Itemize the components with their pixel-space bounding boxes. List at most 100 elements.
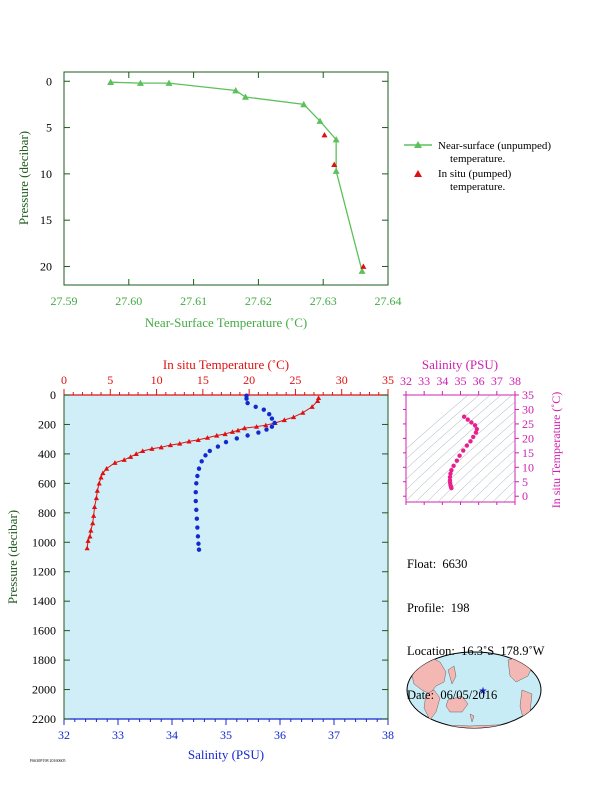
salinity-profile-point <box>244 396 249 401</box>
profile-bottom-axis-label: Salinity (PSU) <box>188 747 264 762</box>
unpumped-temperature-point <box>332 136 340 143</box>
density-contour <box>415 411 515 502</box>
salinity-profile-point <box>203 453 208 458</box>
ts-x-tick-label: 38 <box>509 374 521 388</box>
salinity-bottom-tick-label: 36 <box>274 728 286 742</box>
top-x-tick-label: 27.64 <box>375 294 402 308</box>
temperature-top-tick-label: 10 <box>151 373 163 387</box>
ts-x-tick-label: 37 <box>491 374 503 388</box>
temperature-profile-point <box>140 448 146 454</box>
temperature-profile-point <box>177 441 183 446</box>
ts-y-tick-label: 15 <box>522 446 534 460</box>
temperature-profile-point <box>103 466 110 471</box>
ts-y-axis-label: In situ Temperature (˚C) <box>549 392 563 509</box>
salinity-profile-point <box>196 541 201 546</box>
salinity-profile-point <box>269 424 275 429</box>
salinity-profile-point <box>194 507 199 513</box>
temperature-profile-point <box>315 398 321 403</box>
pressure-tick-label: 200 <box>38 417 56 431</box>
unpumped-temperature-point <box>241 93 249 100</box>
salinity-profile-point <box>264 427 269 432</box>
temperature-profile-point <box>128 454 134 459</box>
temperature-profile-point <box>222 431 228 437</box>
pressure-tick-label: 800 <box>38 506 56 520</box>
world-map: ★ <box>406 651 542 729</box>
salinity-profile-point <box>234 436 239 441</box>
density-contour <box>406 395 513 491</box>
salinity-profile-point <box>195 525 200 530</box>
unpumped-temperature-point <box>300 100 308 108</box>
salinity-profile-point <box>269 416 275 421</box>
ts-point <box>468 439 473 444</box>
temperature-top-tick-label: 15 <box>197 373 209 387</box>
pumped-temperature-point <box>331 161 338 168</box>
temperature-profile-point <box>149 446 155 451</box>
profile-number: Profile: 198 <box>407 600 470 615</box>
pressure-tick-label: 400 <box>38 447 56 461</box>
legend-label-unpumped-2: temperature. <box>450 153 506 165</box>
salinity-profile-point <box>193 490 198 495</box>
temperature-top-tick-label: 25 <box>289 373 301 387</box>
pressure-tick-label: 1600 <box>32 624 56 638</box>
map-land-new-zealand <box>469 713 475 723</box>
salinity-bottom-tick-label: 35 <box>220 728 232 742</box>
salinity-profile-point <box>245 433 250 438</box>
temperature-profile-point <box>195 437 201 442</box>
pressure-tick-label: 1000 <box>32 535 56 549</box>
salinity-bottom-tick-label: 34 <box>166 728 178 742</box>
ts-point <box>469 420 474 425</box>
ts-point <box>474 426 480 432</box>
near-surface-temperature-chart: 27.59 27.60 27.61 27.62 27.63 27.64 05101520 … <box>16 71 551 330</box>
density-contour <box>426 420 515 502</box>
pressure-tick-label: 600 <box>38 476 56 490</box>
top-y-tick-label: 15 <box>40 213 52 227</box>
legend-marker-unpumped <box>414 141 422 148</box>
pumped-temperature-point <box>321 131 328 138</box>
temperature-top-tick-label: 5 <box>107 373 113 387</box>
temperature-profile-point <box>204 435 211 440</box>
temperature-profile-point <box>93 495 99 501</box>
ts-y-tick-label: 10 <box>522 460 534 474</box>
salinity-profile-point <box>194 481 199 486</box>
top-legend: Near-surface (unpumped) temperature. In … <box>404 140 551 193</box>
profile-plot-frame <box>63 394 389 720</box>
temperature-profile-point <box>96 480 102 486</box>
ts-point <box>472 423 478 428</box>
salinity-profile-point <box>193 498 198 504</box>
pressure-tick-label: 2000 <box>32 683 56 697</box>
salinity-profile-point <box>196 466 202 471</box>
density-contour <box>571 385 612 512</box>
unpumped-temperature-point <box>107 78 115 85</box>
top-x-tick-label: 27.59 <box>51 294 78 308</box>
unpumped-temperature-point <box>332 167 340 174</box>
salinity-profile-point <box>195 473 200 479</box>
ts-y-tick-label: 30 <box>522 402 534 416</box>
temperature-profile-point <box>85 538 91 543</box>
temperature-profile-point <box>98 474 104 480</box>
profile-y-axis-label: Pressure (decibar) <box>5 510 20 604</box>
unpumped-temperature-point <box>358 267 366 274</box>
unpumped-temperature-point <box>165 79 173 86</box>
float-location: Location: 16.3˚S 178.9˚W <box>407 644 545 658</box>
salinity-bottom-tick-label: 38 <box>382 728 394 742</box>
top-x-tick-label: 27.63 <box>310 294 337 308</box>
pressure-tick-label: 1400 <box>32 594 56 608</box>
salinity-bottom-tick-label: 32 <box>58 728 70 742</box>
salinity-bottom-tick-label: 37 <box>328 728 340 742</box>
density-contour <box>437 430 515 502</box>
top-y-tick-label: 20 <box>40 259 52 273</box>
unpumped-temperature-line <box>110 81 363 272</box>
ts-point <box>449 467 454 473</box>
salinity-profile-point <box>256 430 261 435</box>
temperature-top-tick-label: 35 <box>382 373 394 387</box>
salinity-profile-point <box>207 448 212 454</box>
ts-point <box>454 458 460 463</box>
salinity-profile-point <box>199 459 204 464</box>
density-contour <box>492 480 515 502</box>
ts-point <box>461 414 467 419</box>
salinity-profile-point <box>194 516 200 521</box>
top-x-tick-label: 27.62 <box>245 294 272 308</box>
ts-y-tick-label: 35 <box>522 388 534 402</box>
temperature-profile-point <box>315 395 322 401</box>
